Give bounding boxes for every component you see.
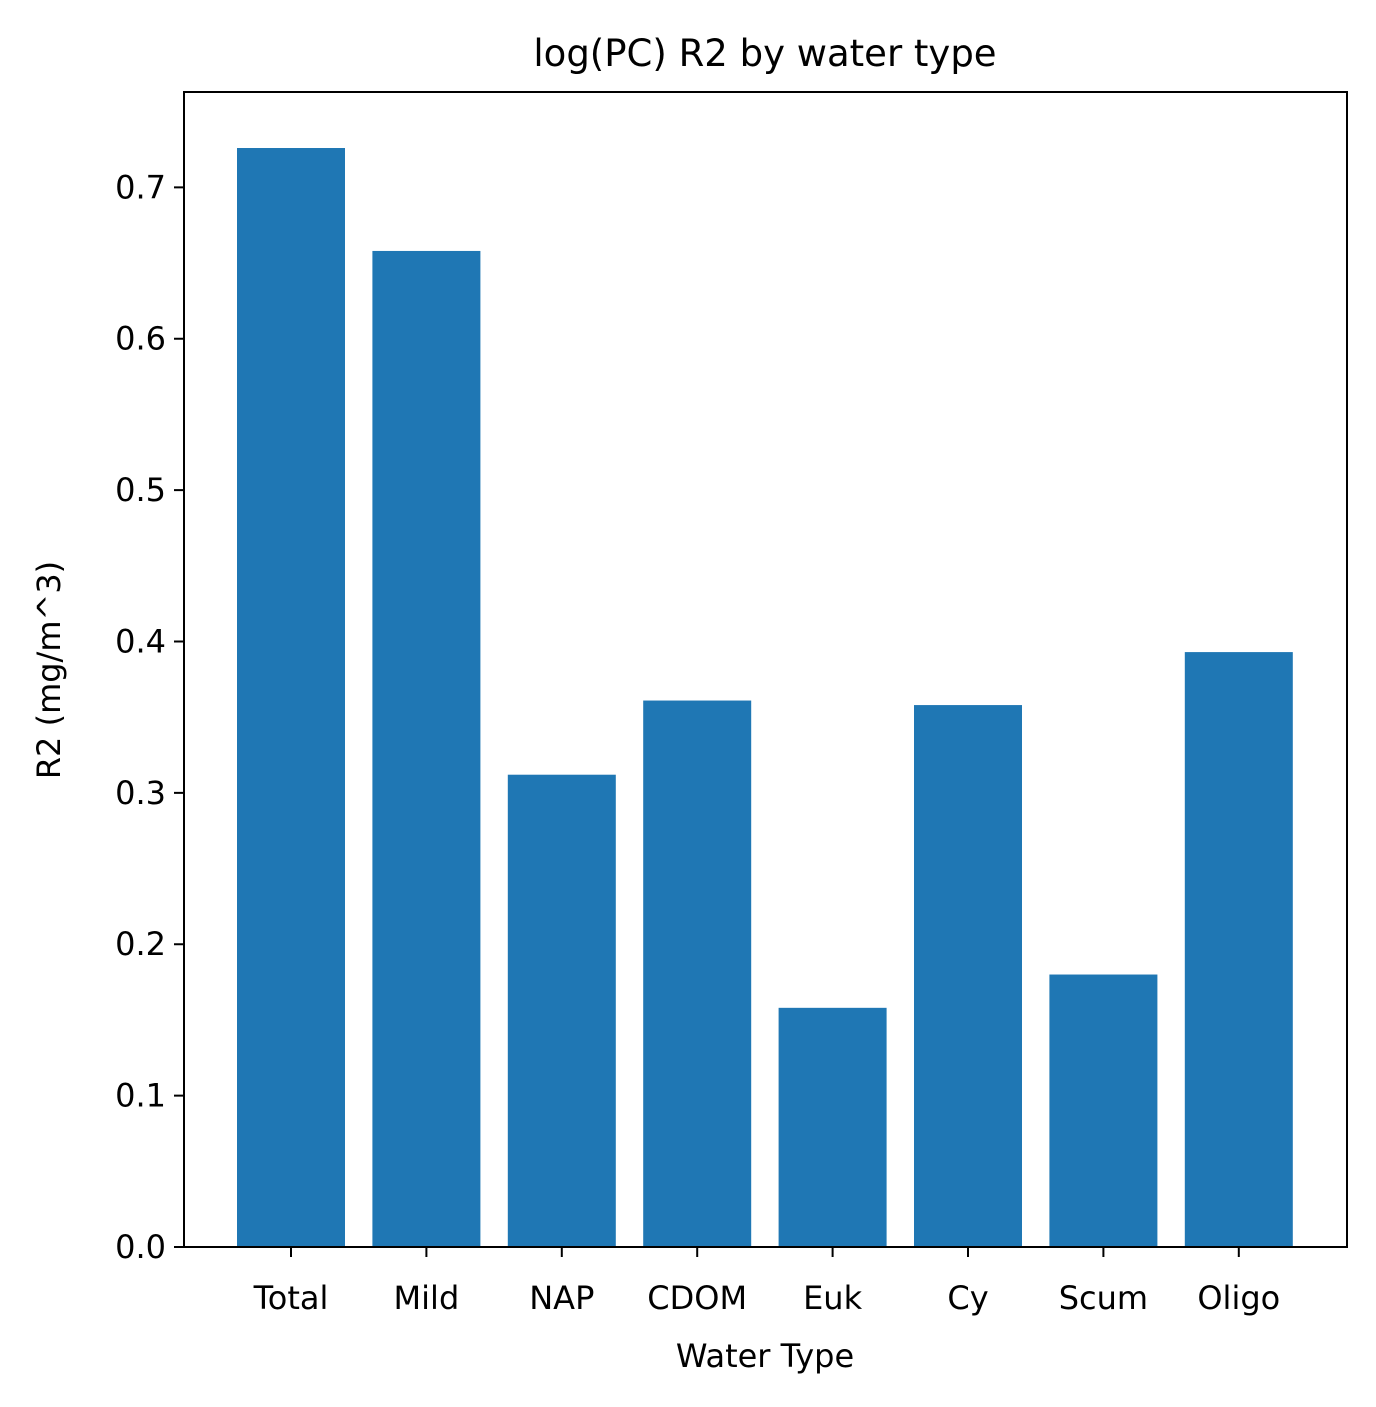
- x-tick-label: CDOM: [647, 1279, 747, 1317]
- chart-title: log(PC) R2 by water type: [533, 32, 996, 75]
- y-tick-label: 0.1: [115, 1077, 166, 1115]
- bar-euk: [778, 1007, 887, 1247]
- y-tick-label: 0.4: [115, 622, 166, 660]
- x-tick-label: Oligo: [1197, 1279, 1280, 1317]
- x-axis-label: Water Type: [676, 1337, 854, 1375]
- x-tick-label: Euk: [803, 1279, 863, 1317]
- bar-oligo: [1184, 652, 1293, 1247]
- x-tick-label: Scum: [1059, 1279, 1148, 1317]
- x-tick-label: NAP: [529, 1279, 594, 1317]
- y-tick-label: 0.6: [115, 320, 166, 358]
- bar-cdom: [643, 700, 752, 1247]
- y-tick-label: 0.0: [115, 1228, 166, 1266]
- bars-group: [237, 148, 1293, 1248]
- bar-nap: [507, 774, 616, 1247]
- y-tick-label: 0.3: [115, 774, 166, 812]
- bar-scum: [1049, 974, 1158, 1247]
- x-axis-ticks: Total Mild NAP CDOM Euk Cy Scum Oligo: [253, 1247, 1280, 1317]
- y-tick-label: 0.5: [115, 471, 166, 509]
- y-axis-ticks: 0.0 0.1 0.2 0.3 0.4 0.5 0.6 0.7: [115, 168, 184, 1266]
- bar-cy: [914, 705, 1022, 1247]
- bar-mild: [372, 250, 481, 1248]
- x-tick-label: Cy: [947, 1279, 988, 1317]
- x-tick-label: Total: [253, 1279, 329, 1317]
- bar-total: [237, 148, 345, 1248]
- y-tick-label: 0.7: [115, 168, 166, 206]
- plot-frame: [183, 91, 1348, 1248]
- y-axis-label: R2 (mg/m^3): [30, 561, 68, 779]
- x-tick-label: Mild: [394, 1279, 460, 1317]
- y-tick-label: 0.2: [115, 925, 166, 963]
